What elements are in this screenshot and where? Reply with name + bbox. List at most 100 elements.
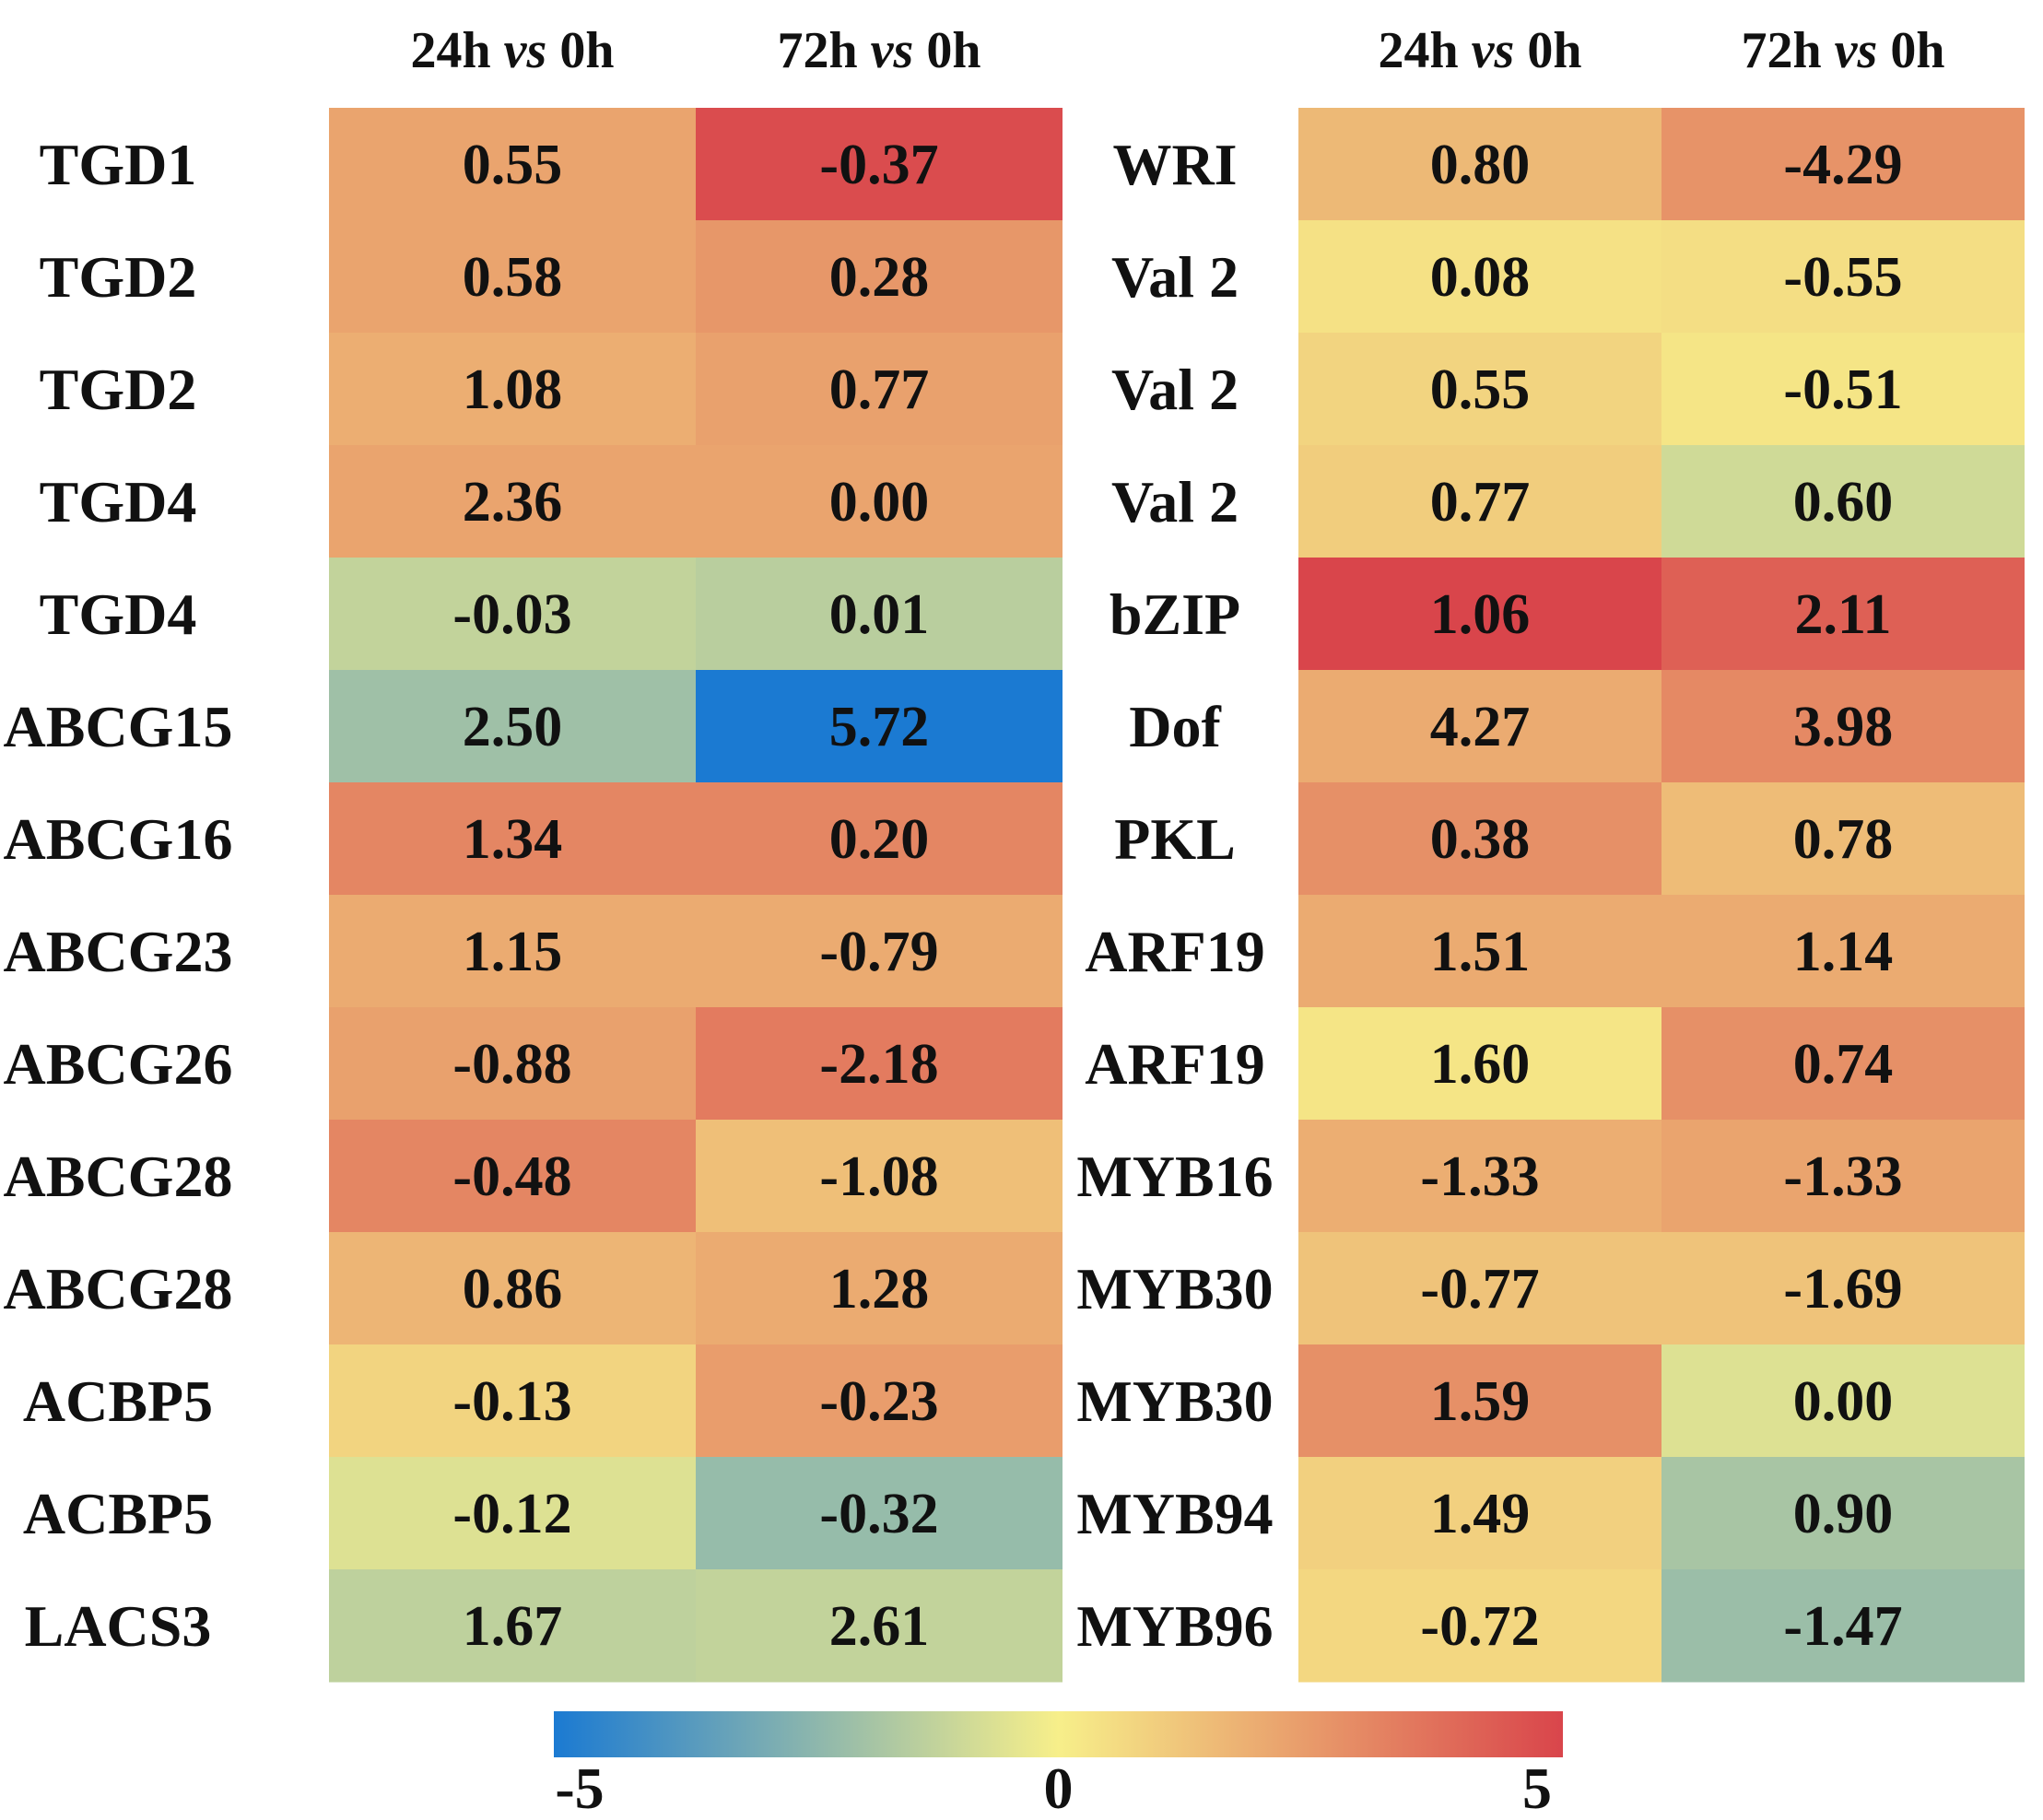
cell-value: -0.12 — [452, 1483, 571, 1545]
cell-value: 2.61 — [829, 1595, 930, 1658]
heatmap-cell — [1298, 333, 1661, 446]
heatmap-cell — [329, 108, 696, 221]
cell-value: 1.49 — [1430, 1483, 1531, 1545]
cell-value: 0.90 — [1793, 1483, 1894, 1545]
heatmap-cell — [1298, 1007, 1661, 1121]
gene-label: ABCG28 — [4, 1256, 233, 1321]
cell-value: -1.33 — [1420, 1145, 1539, 1208]
column-header: 72h vs 0h — [778, 22, 981, 79]
cell-value: 0.55 — [1430, 358, 1531, 421]
heatmap-cell — [1661, 1344, 2025, 1458]
heatmap-cell — [696, 1120, 1063, 1233]
heatmap-cell — [1661, 895, 2025, 1008]
heatmap-cell — [1298, 445, 1661, 558]
gene-label: MYB30 — [1076, 1256, 1273, 1321]
colorbar-gradient — [554, 1711, 1563, 1757]
heatmap-cell — [1298, 782, 1661, 896]
cell-value: -0.79 — [819, 921, 938, 983]
heatmap-cell — [329, 1569, 696, 1683]
gene-label: MYB16 — [1076, 1144, 1273, 1209]
cell-value: 0.86 — [463, 1258, 563, 1321]
cell-value: -0.55 — [1783, 246, 1902, 309]
heatmap-cell — [1661, 333, 2025, 446]
gene-label: bZIP — [1110, 581, 1240, 647]
heatmap-cell — [696, 1457, 1063, 1570]
gene-label: Val 2 — [1111, 244, 1239, 310]
cell-value: 3.98 — [1793, 696, 1894, 758]
gene-label: Dof — [1129, 694, 1221, 759]
heatmap-cell — [696, 445, 1063, 558]
heatmap-cell — [1661, 1232, 2025, 1345]
gene-label: ABCG16 — [4, 806, 233, 872]
cell-value: 1.60 — [1430, 1033, 1531, 1096]
heatmap-cell — [329, 1007, 696, 1121]
cell-value: -0.32 — [819, 1483, 938, 1545]
heatmap-cell — [696, 108, 1063, 221]
heatmap-cell — [329, 895, 696, 1008]
heatmap-cell — [1298, 1344, 1661, 1458]
colorbar-tick-label: 5 — [1522, 1755, 1552, 1820]
gene-label: ARF19 — [1085, 919, 1265, 984]
cell-value: 1.51 — [1430, 921, 1531, 983]
cell-value: 1.15 — [463, 921, 563, 983]
heatmap-cell — [1661, 1569, 2025, 1683]
cell-value: 1.06 — [1430, 583, 1531, 646]
cell-value: 0.38 — [1430, 808, 1531, 871]
colorbar-tick-label: 0 — [1044, 1755, 1074, 1820]
heatmap-cell — [1298, 1457, 1661, 1570]
cell-value: -0.37 — [819, 134, 938, 196]
cell-value: -4.29 — [1783, 134, 1902, 196]
heatmap-cell — [329, 1120, 696, 1233]
heatmap-cell — [696, 895, 1063, 1008]
gene-label: ABCG26 — [4, 1031, 233, 1097]
cell-value: -0.77 — [1420, 1258, 1539, 1321]
cell-value: 1.08 — [463, 358, 563, 421]
cell-value: 1.59 — [1430, 1370, 1531, 1433]
cell-value: -1.08 — [819, 1145, 938, 1208]
cell-value: 2.50 — [463, 696, 563, 758]
heatmap-cell — [1298, 1120, 1661, 1233]
gene-label: TGD2 — [40, 244, 197, 310]
heatmap-cell — [329, 220, 696, 334]
heatmap-labels: 24h vs 0h 72h vs 0h TGD1 0.55 -0.37 TGD2 0.58 0… — [4, 22, 1945, 1659]
cell-value: 0.58 — [463, 246, 563, 309]
heatmap-cell — [329, 670, 696, 783]
cell-value: -0.72 — [1420, 1595, 1539, 1658]
gene-label: TGD1 — [40, 132, 197, 197]
gene-label: Val 2 — [1111, 469, 1239, 534]
cell-value: -2.18 — [819, 1033, 938, 1096]
cell-value: 1.28 — [829, 1258, 930, 1321]
gene-label: ACBP5 — [23, 1481, 213, 1546]
heatmap-cell — [1298, 108, 1661, 221]
cell-value: 0.01 — [829, 583, 930, 646]
gene-label: ABCG28 — [4, 1144, 233, 1209]
heatmap-cell — [1661, 445, 2025, 558]
heatmap-cell — [1661, 1120, 2025, 1233]
heatmap-cell — [696, 1007, 1063, 1121]
cell-value: 1.34 — [463, 808, 563, 871]
gene-label: ARF19 — [1085, 1031, 1265, 1097]
cell-value: -1.47 — [1783, 1595, 1902, 1658]
heatmap-cell — [696, 670, 1063, 783]
cell-value: -0.88 — [452, 1033, 571, 1096]
heatmap-cell — [696, 1232, 1063, 1345]
gene-label: ACBP5 — [23, 1368, 213, 1434]
cell-value: 0.00 — [829, 471, 930, 534]
heatmap-cell — [696, 220, 1063, 334]
gene-label: ABCG15 — [4, 694, 233, 759]
colorbar-tick-label: -5 — [555, 1755, 604, 1820]
heatmap-cell — [329, 445, 696, 558]
column-header: 24h vs 0h — [1379, 22, 1582, 79]
cell-value: 4.27 — [1430, 696, 1531, 758]
cell-value: 0.20 — [829, 808, 930, 871]
gene-label: TGD4 — [40, 469, 197, 534]
gene-label: Val 2 — [1111, 357, 1239, 422]
cell-value: 1.67 — [463, 1595, 563, 1658]
heatmap-cell — [1298, 1569, 1661, 1683]
cell-value: 0.80 — [1430, 134, 1531, 196]
gene-label: TGD2 — [40, 357, 197, 422]
cell-value: 2.11 — [1794, 583, 1891, 646]
cell-value: 0.00 — [1793, 1370, 1894, 1433]
heatmap-cell — [1661, 220, 2025, 334]
